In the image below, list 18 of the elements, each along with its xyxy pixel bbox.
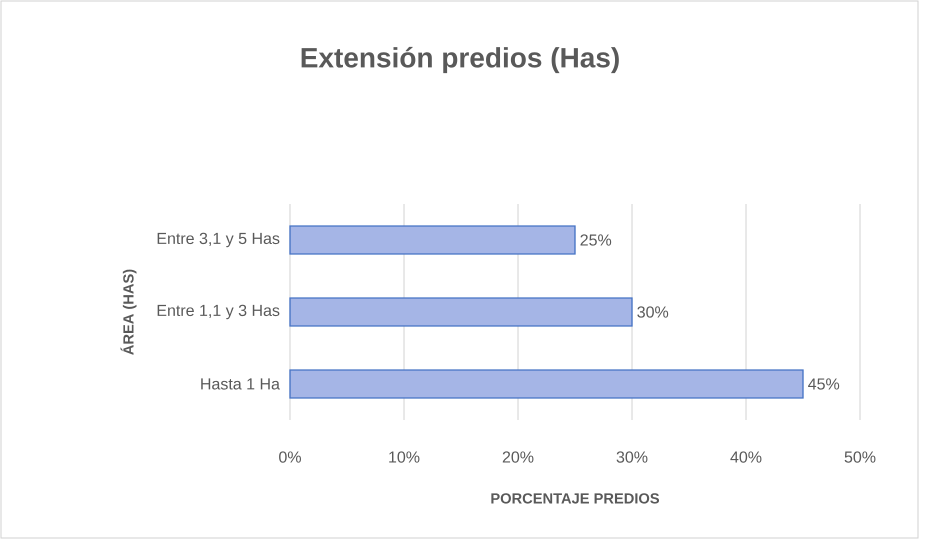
data-label: 30% bbox=[637, 306, 668, 318]
data-label: 25% bbox=[580, 234, 612, 246]
y-tick-label: Entre 3,1 y 5 Has bbox=[158, 232, 280, 248]
x-tick-label: 50% bbox=[844, 451, 876, 463]
y-tick-label: Entre 1,1 y 3 Has bbox=[158, 304, 280, 320]
bar bbox=[289, 369, 804, 399]
y-tick-label: Hasta 1 Ha bbox=[201, 378, 280, 390]
x-tick-label: 10% bbox=[389, 451, 420, 463]
bar bbox=[289, 297, 633, 327]
bar bbox=[289, 225, 576, 255]
x-tick-label: 40% bbox=[730, 451, 762, 463]
x-tick-label: 20% bbox=[502, 451, 534, 463]
chart-title: Extensión predios (Has) bbox=[302, 46, 619, 74]
data-label: 45% bbox=[808, 378, 840, 390]
y-axis-title: ÁREA (HAS) bbox=[120, 270, 137, 355]
x-tick-label: 30% bbox=[616, 451, 648, 463]
x-axis-title: PORCENTAJE PREDIOS bbox=[491, 493, 660, 504]
x-tick-label: 0% bbox=[279, 451, 301, 463]
